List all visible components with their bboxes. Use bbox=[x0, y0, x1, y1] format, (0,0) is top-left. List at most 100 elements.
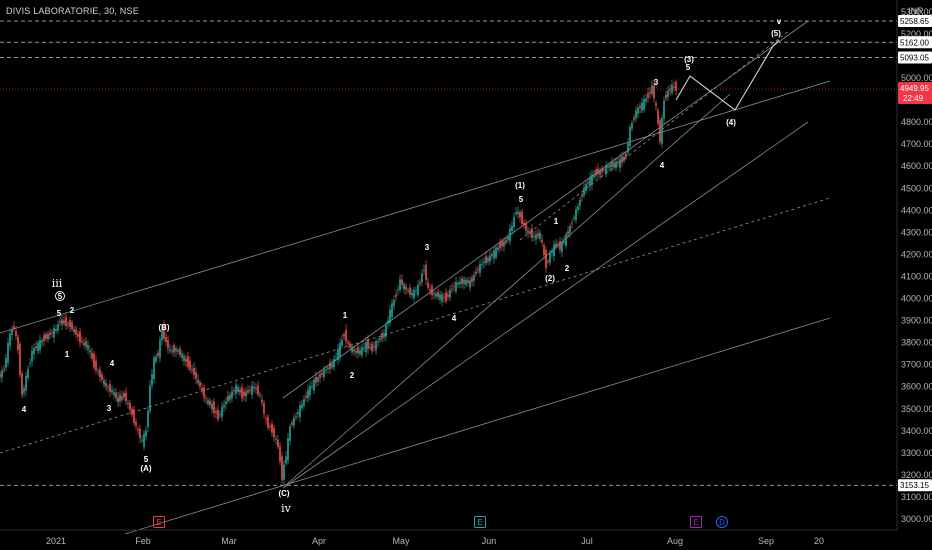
candle-body bbox=[229, 394, 231, 400]
candle-body bbox=[495, 247, 497, 258]
candle-body bbox=[185, 358, 187, 362]
candle-body bbox=[199, 382, 201, 387]
candle-body bbox=[377, 341, 379, 343]
currency-label: INR bbox=[908, 6, 924, 16]
candle-body bbox=[409, 287, 411, 295]
candle-body bbox=[281, 456, 283, 480]
candle-body bbox=[583, 187, 585, 196]
candle-body bbox=[613, 162, 615, 168]
candle-body bbox=[267, 416, 269, 428]
candle-body bbox=[305, 395, 307, 398]
wave-label: (A) bbox=[140, 464, 151, 473]
candle-body bbox=[537, 233, 539, 237]
candle-body bbox=[489, 255, 491, 262]
earnings-marker bbox=[690, 516, 702, 528]
wave-label: 1 bbox=[65, 350, 70, 359]
candle-body bbox=[217, 409, 219, 420]
wave-label: (1) bbox=[515, 181, 525, 190]
candle-body bbox=[209, 400, 211, 406]
candle-body bbox=[673, 86, 675, 88]
earnings-marker bbox=[474, 516, 486, 528]
candle-body bbox=[443, 297, 445, 298]
trend-lines bbox=[0, 20, 897, 535]
candle-body bbox=[525, 223, 527, 231]
candle-body bbox=[659, 120, 661, 142]
candle-body bbox=[161, 330, 163, 341]
candle-body bbox=[159, 339, 161, 358]
candle-body bbox=[227, 396, 229, 402]
candle-body bbox=[215, 411, 217, 414]
candle-body bbox=[115, 392, 117, 398]
y-tick-label: 3300.00 bbox=[901, 448, 932, 458]
y-tick-label: 4600.00 bbox=[901, 161, 932, 171]
candle-body bbox=[301, 404, 303, 409]
candle-body bbox=[519, 212, 521, 218]
candle-body bbox=[205, 398, 207, 399]
candle-body bbox=[481, 263, 483, 265]
candle-body bbox=[263, 403, 265, 414]
candle-body bbox=[477, 269, 479, 271]
candle-body bbox=[339, 342, 341, 357]
wave-label: 5 bbox=[144, 455, 149, 464]
event-marker[interactable]: E bbox=[474, 516, 486, 528]
candle-body bbox=[445, 292, 447, 302]
candle-body bbox=[41, 340, 43, 343]
candle-body bbox=[143, 433, 145, 448]
candle-body bbox=[15, 331, 17, 337]
candle-body bbox=[539, 232, 541, 240]
candle-body bbox=[595, 169, 597, 176]
candle-body bbox=[181, 353, 183, 358]
candle-body bbox=[33, 347, 35, 355]
candle-body bbox=[499, 242, 501, 249]
event-marker[interactable]: D bbox=[716, 516, 728, 528]
wave-label: 1 bbox=[343, 311, 348, 320]
event-marker[interactable]: E bbox=[153, 516, 165, 528]
candle-body bbox=[83, 342, 85, 346]
wave-label: 2 bbox=[70, 306, 75, 315]
last-price-label: 4949.95 bbox=[900, 84, 929, 93]
wave-label: (4) bbox=[726, 118, 736, 127]
candle-body bbox=[533, 236, 535, 237]
candle-body bbox=[515, 212, 517, 215]
candle-body bbox=[261, 399, 263, 403]
candle-body bbox=[25, 375, 27, 391]
candle-body bbox=[265, 418, 267, 420]
y-tick-label: 3900.00 bbox=[901, 316, 932, 326]
candle-body bbox=[105, 383, 107, 387]
event-marker[interactable]: E bbox=[690, 516, 702, 528]
candle-body bbox=[361, 347, 363, 356]
candle-body bbox=[153, 357, 155, 379]
candle-body bbox=[419, 282, 421, 284]
candle-body bbox=[309, 386, 311, 396]
wave-label: 5 bbox=[686, 63, 691, 72]
candle-body bbox=[323, 369, 325, 378]
candle-body bbox=[543, 244, 545, 256]
candle-body bbox=[9, 333, 11, 346]
candle-body bbox=[395, 294, 397, 297]
candle-body bbox=[413, 289, 415, 299]
earnings-marker bbox=[153, 516, 165, 528]
candle-body bbox=[523, 222, 525, 226]
candle-body bbox=[575, 209, 577, 221]
candle-body bbox=[577, 206, 579, 210]
candle-body bbox=[141, 439, 143, 441]
price-level-box bbox=[898, 51, 932, 64]
candle-body bbox=[201, 388, 203, 391]
candle-body bbox=[647, 93, 649, 99]
y-tick-label: 3100.00 bbox=[901, 492, 932, 502]
candle-body bbox=[353, 349, 355, 352]
price-axis: 3000.00 3100.00 3200.00 3300.00 3400.00 3500.… bbox=[896, 0, 932, 550]
candle-body bbox=[145, 430, 147, 437]
candle-body bbox=[19, 343, 21, 376]
y-tick-label: 4500.00 bbox=[901, 183, 932, 193]
candle-body bbox=[471, 277, 473, 283]
candle-body bbox=[541, 239, 543, 243]
y-tick-label: 4000.00 bbox=[901, 294, 932, 304]
candle-body bbox=[131, 408, 133, 415]
candle-body bbox=[397, 289, 399, 291]
candle-body bbox=[373, 346, 375, 348]
wave-label: v bbox=[777, 17, 782, 26]
candle-body bbox=[385, 325, 387, 337]
